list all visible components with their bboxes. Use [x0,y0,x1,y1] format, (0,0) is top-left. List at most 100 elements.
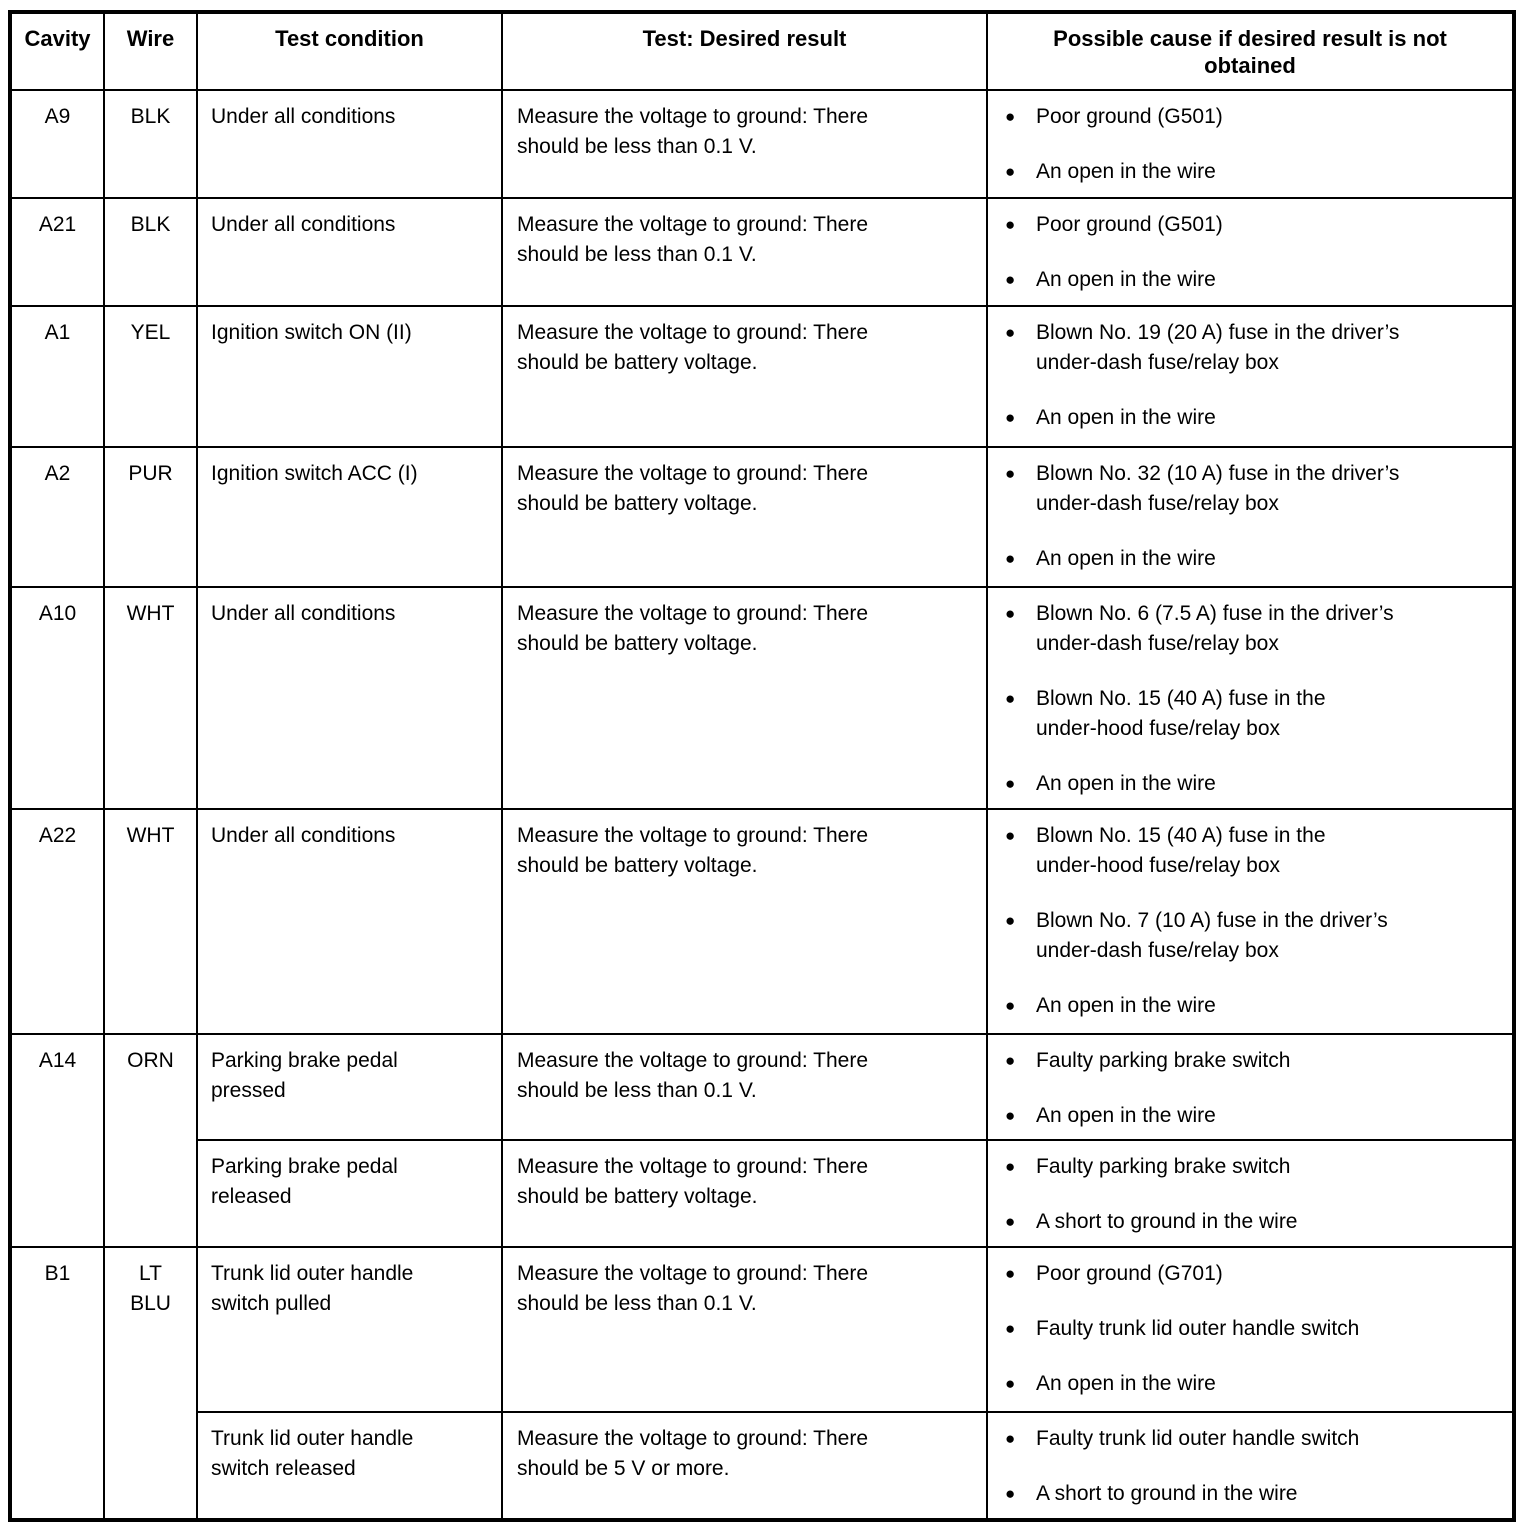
cause-text: Blown No. 7 (10 A) fuse in the driver’s … [1036,909,1388,962]
cavity-cell: A14 [9,1033,105,1248]
cause-item: ● Poor ground (G701) [1005,1259,1504,1289]
cause-item: ● Faulty trunk lid outer handle switch [1005,1314,1504,1344]
column-header-cavity: Cavity [9,11,105,91]
result-cell: Measure the voltage to ground: There sho… [501,1246,988,1413]
cause-item: ● Blown No. 7 (10 A) fuse in the driver’… [1005,906,1504,966]
wire-cell: ORN [103,1033,198,1248]
bullet-icon: ● [1005,1264,1016,1283]
bullet-icon: ● [1005,1484,1016,1503]
bullet-icon: ● [1005,549,1016,568]
column-header-possible-cause: Possible cause if desired result is not … [986,11,1515,91]
cavity-cell: A2 [9,446,105,588]
cause-item: ● Blown No. 6 (7.5 A) fuse in the driver… [1005,599,1504,659]
wire-cell: YEL [103,305,198,448]
bullet-icon: ● [1005,1374,1016,1393]
bullet-icon: ● [1005,996,1016,1015]
cause-text: A short to ground in the wire [1036,1210,1298,1233]
cavity-cell: A22 [9,808,105,1035]
cause-text: An open in the wire [1036,547,1216,570]
bullet-icon: ● [1005,215,1016,234]
bullet-icon: ● [1005,1106,1016,1125]
cause-item: ● An open in the wire [1005,769,1504,799]
table-row-a1: A1 YEL Ignition switch ON (II) Measure t… [9,305,1515,448]
table-row-a14-pressed: A14 ORN Parking brake pedal pressed Meas… [9,1033,1515,1248]
condition-cell: Parking brake pedal released [196,1139,503,1248]
cause-item: ● Poor ground (G501) [1005,210,1504,240]
cause-text: Blown No. 32 (10 A) fuse in the driver’s… [1036,462,1400,515]
causes-cell: ● Poor ground (G501) ● An open in the wi… [986,89,1515,199]
cause-item: ● Faulty trunk lid outer handle switch [1005,1424,1504,1454]
result-cell: Measure the voltage to ground: There sho… [501,305,988,448]
cavity-cell: A1 [9,305,105,448]
wire-cell: WHT [103,808,198,1035]
bullet-icon: ● [1005,1429,1016,1448]
condition-cell: Parking brake pedal pressed [196,1033,503,1141]
cause-item: ● An open in the wire [1005,265,1504,295]
result-cell: Measure the voltage to ground: There sho… [501,1033,988,1141]
causes-cell: ● Faulty parking brake switch ● A short … [986,1139,1515,1248]
cause-text: Poor ground (G501) [1036,213,1223,236]
table-row-a22: A22 WHT Under all conditions Measure the… [9,808,1515,1035]
causes-cell: ● Poor ground (G701) ● Faulty trunk lid … [986,1246,1515,1413]
cause-text: Blown No. 19 (20 A) fuse in the driver’s… [1036,321,1400,374]
causes-cell: ● Poor ground (G501) ● An open in the wi… [986,197,1515,307]
bullet-icon: ● [1005,1212,1016,1231]
cause-text: Poor ground (G501) [1036,105,1223,128]
wire-cell: BLK [103,197,198,307]
result-cell: Measure the voltage to ground: There sho… [501,197,988,307]
wire-cell: BLK [103,89,198,199]
cause-text: Faulty trunk lid outer handle switch [1036,1427,1360,1450]
column-header-wire: Wire [103,11,198,91]
cause-item: ● Blown No. 19 (20 A) fuse in the driver… [1005,318,1504,378]
table-row-a2: A2 PUR Ignition switch ACC (I) Measure t… [9,446,1515,588]
cause-text: Faulty parking brake switch [1036,1049,1291,1072]
cause-text: An open in the wire [1036,772,1216,795]
condition-cell: Under all conditions [196,586,503,810]
bullet-icon: ● [1005,270,1016,289]
bullet-icon: ● [1005,826,1016,845]
condition-cell: Ignition switch ON (II) [196,305,503,448]
connector-test-table: Cavity Wire Test condition Test: Desired… [8,10,1516,1522]
cavity-cell: A10 [9,586,105,810]
table-row-a10: A10 WHT Under all conditions Measure the… [9,586,1515,810]
cause-item: ● An open in the wire [1005,1101,1504,1131]
cavity-cell: A9 [9,89,105,199]
table-body: A9 BLK Under all conditions Measure the … [9,89,1515,1521]
causes-cell: ● Blown No. 19 (20 A) fuse in the driver… [986,305,1515,448]
causes-cell: ● Faulty trunk lid outer handle switch ●… [986,1411,1515,1521]
result-cell: Measure the voltage to ground: There sho… [501,808,988,1035]
wire-cell: PUR [103,446,198,588]
bullet-icon: ● [1005,162,1016,181]
table-row-a9: A9 BLK Under all conditions Measure the … [9,89,1515,199]
causes-cell: ● Faulty parking brake switch ● An open … [986,1033,1515,1141]
table-row-b1-pulled: B1 LT BLU Trunk lid outer handle switch … [9,1246,1515,1521]
cause-text: Blown No. 15 (40 A) fuse in the under-ho… [1036,824,1326,877]
causes-cell: ● Blown No. 32 (10 A) fuse in the driver… [986,446,1515,588]
cause-text: Faulty trunk lid outer handle switch [1036,1317,1360,1340]
condition-cell: Trunk lid outer handle switch released [196,1411,503,1521]
cause-text: An open in the wire [1036,994,1216,1017]
wire-cell: LT BLU [103,1246,198,1521]
table-row-a21: A21 BLK Under all conditions Measure the… [9,197,1515,307]
cause-item: ● Poor ground (G501) [1005,102,1504,132]
cause-item: ● An open in the wire [1005,157,1504,187]
cause-text: An open in the wire [1036,1372,1216,1395]
bullet-icon: ● [1005,1157,1016,1176]
result-cell: Measure the voltage to ground: There sho… [501,446,988,588]
condition-cell: Ignition switch ACC (I) [196,446,503,588]
cavity-cell: B1 [9,1246,105,1521]
result-cell: Measure the voltage to ground: There sho… [501,1411,988,1521]
bullet-icon: ● [1005,689,1016,708]
cause-item: ● A short to ground in the wire [1005,1479,1504,1509]
bullet-icon: ● [1005,107,1016,126]
condition-cell: Under all conditions [196,89,503,199]
column-header-desired-result: Test: Desired result [501,11,988,91]
result-cell: Measure the voltage to ground: There sho… [501,89,988,199]
bullet-icon: ● [1005,1051,1016,1070]
cause-item: ● Faulty parking brake switch [1005,1152,1504,1182]
cause-text: Faulty parking brake switch [1036,1155,1291,1178]
cause-text: An open in the wire [1036,268,1216,291]
cause-text: A short to ground in the wire [1036,1482,1298,1505]
cause-item: ● Faulty parking brake switch [1005,1046,1504,1076]
